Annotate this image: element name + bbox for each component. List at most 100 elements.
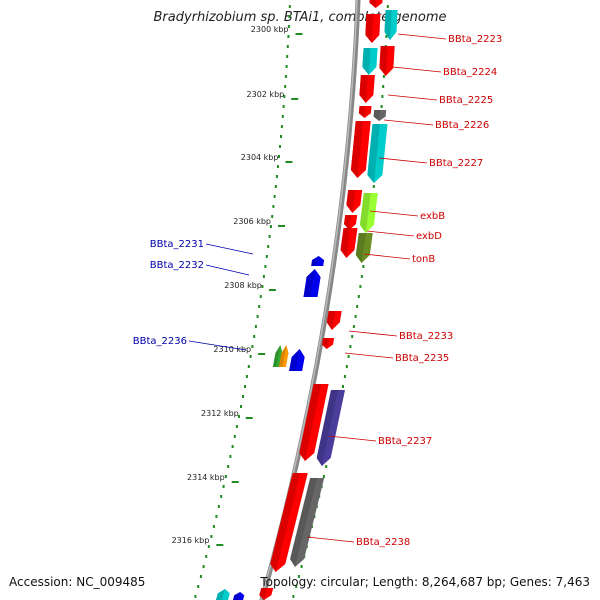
accession-text: Accession: NC_009485 — [9, 575, 146, 589]
inner-dots — [205, 555, 208, 558]
gene-label-leader — [387, 94, 438, 101]
inner-dots — [264, 265, 267, 268]
gene-arrow-shade — [270, 473, 301, 572]
inner-dots — [268, 235, 271, 238]
inner-dots — [217, 505, 220, 508]
outer-dots — [360, 275, 363, 278]
inner-dots — [281, 115, 284, 118]
gene-label-leader — [328, 435, 377, 442]
gene-label: tonB — [412, 254, 435, 265]
inner-dots — [245, 375, 248, 378]
inner-dots — [273, 195, 276, 198]
gene-label-leader — [378, 157, 428, 164]
inner-dots — [279, 145, 281, 148]
gene-arrow-shade — [303, 269, 315, 297]
gene-arrow-shade — [369, 0, 377, 8]
outer-dots — [345, 365, 348, 368]
outer-dots — [381, 95, 384, 98]
inner-dots — [251, 345, 254, 348]
inner-dots — [212, 525, 215, 528]
outer-dots — [386, 5, 389, 8]
inner-dots — [210, 535, 213, 538]
gene-arrow-shade — [358, 106, 366, 118]
inner-dots — [272, 205, 275, 208]
gene-label-leader — [205, 264, 250, 276]
gene-arrow-shade — [326, 311, 336, 330]
gene-label-leader — [363, 253, 411, 260]
inner-dots — [222, 485, 225, 488]
gene-label-leader — [366, 230, 415, 237]
outer-dots — [292, 595, 295, 598]
inner-dots — [194, 595, 197, 598]
inner-dots — [256, 315, 259, 318]
gene-arrow-shade — [290, 478, 318, 567]
gene-arrow-shade — [340, 228, 351, 258]
scale-tick-label: 2314 kbp — [187, 473, 225, 482]
outer-dots — [347, 355, 350, 358]
gene-label: BBta_2235 — [395, 353, 449, 364]
outer-dots — [351, 335, 354, 338]
gene-label: BBta_2227 — [429, 158, 483, 169]
gene-label-leader — [306, 536, 355, 543]
scale-tick-label: 2308 kbp — [224, 281, 262, 290]
inner-dots — [284, 75, 287, 78]
scale-tick-label: 2302 kbp — [247, 90, 285, 99]
inner-dots — [242, 395, 244, 398]
gene-arrow-shade — [344, 215, 352, 230]
inner-dots — [220, 495, 223, 498]
inner-dots — [286, 45, 289, 48]
outer-dots — [297, 575, 300, 578]
gene-arrow-shade — [299, 384, 322, 461]
inner-dots — [285, 65, 288, 68]
outer-dots — [349, 345, 352, 348]
scale-tick-label: 2310 kbp — [213, 345, 251, 354]
inner-dots — [231, 445, 234, 448]
inner-dots — [233, 435, 236, 438]
inner-dots — [254, 325, 257, 328]
gene-arrow-shade — [272, 345, 281, 367]
outer-dots — [359, 285, 362, 288]
inner-dots — [267, 245, 270, 248]
inner-dots — [197, 585, 200, 588]
outer-dots — [352, 325, 355, 328]
inner-dots — [286, 55, 289, 58]
gene-arrow-shade — [359, 193, 371, 233]
inner-dots — [282, 105, 285, 108]
inner-dots — [224, 475, 227, 478]
scale-tick-label: 2306 kbp — [233, 217, 271, 226]
gene-label: BBta_2223 — [448, 34, 502, 45]
outer-dots — [325, 465, 328, 468]
gene-label: BBta_2237 — [378, 436, 432, 447]
gene-arrow-shade — [346, 190, 356, 213]
gene-label: BBta_2232 — [150, 260, 204, 271]
scale-tick-label: 2304 kbp — [241, 153, 279, 162]
outer-dots — [356, 305, 359, 308]
gene-features — [216, 0, 398, 600]
inner-dots — [253, 335, 256, 338]
inner-dots — [247, 365, 250, 368]
inner-dots — [265, 255, 268, 258]
scale-ticks: 2300 kbp 2302 kbp 2304 kbp 2306 kbp 2308 kbp… — [172, 25, 303, 546]
inner-dots — [277, 165, 279, 168]
inner-dots — [287, 35, 290, 38]
gene-arrow-shade — [355, 233, 366, 263]
inner-dots — [262, 275, 265, 278]
gene-label: BBta_2226 — [435, 120, 489, 131]
outer-dots — [385, 35, 388, 38]
inner-dots — [235, 425, 238, 428]
outer-dots — [342, 385, 344, 388]
gene-label-leader — [392, 66, 442, 73]
outer-dots — [362, 265, 365, 268]
gene-label: BBta_2233 — [399, 331, 453, 342]
inner-dots — [215, 515, 218, 518]
gene-arrow-shade — [233, 592, 241, 600]
inner-dots — [207, 545, 210, 548]
inner-dots — [227, 465, 230, 468]
inner-dots — [238, 415, 240, 418]
outer-dots — [300, 565, 303, 568]
inner-dots — [199, 575, 202, 578]
gene-arrow-shade — [311, 256, 319, 266]
gene-label-leader — [205, 243, 254, 255]
scale-tick-label: 2312 kbp — [201, 409, 239, 418]
